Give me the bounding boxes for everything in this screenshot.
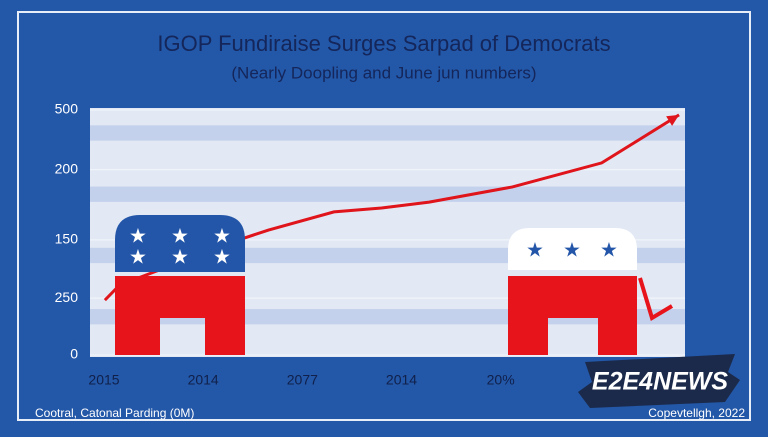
stars: ★ ★ ★ ★ ★ ★ <box>129 225 231 268</box>
elephant-body <box>115 276 245 355</box>
stripe <box>90 125 685 141</box>
elephant-body <box>508 276 637 355</box>
svg-text:★: ★ <box>171 225 189 247</box>
svg-text:★: ★ <box>213 225 231 247</box>
svg-text:★: ★ <box>129 225 147 247</box>
stars: ★ ★ ★ <box>526 239 618 261</box>
gop-elephant: ★ ★ ★ ★ ★ ★ <box>115 215 245 355</box>
chart-subtitle: (Nearly Doopling and June jun numbers) <box>231 63 536 82</box>
elephant-top <box>115 215 245 272</box>
x-tick-label: 20% <box>487 372 515 388</box>
watermark-text: E2E4NEWS <box>592 368 728 396</box>
dem-elephant: ★ ★ ★ <box>508 228 674 355</box>
y-tick-label: 0 <box>70 346 78 362</box>
svg-text:★: ★ <box>129 246 147 268</box>
y-tick-label: 200 <box>55 160 79 176</box>
svg-text:★: ★ <box>526 239 544 261</box>
svg-text:★: ★ <box>563 239 581 261</box>
x-tick-label: 2015 <box>88 372 119 388</box>
x-tick-label: 2014 <box>386 372 417 388</box>
watermark: E2E4NEWS <box>578 354 740 408</box>
x-tick-label: 2014 <box>188 372 219 388</box>
watermark-bg <box>578 354 740 408</box>
svg-text:★: ★ <box>171 246 189 268</box>
frame <box>17 11 751 421</box>
stripe <box>90 186 685 202</box>
footer-copyright: Copevtellgh, 2022 <box>648 406 745 420</box>
chart-title: IGOP Fundiraise Surges Sarpad of Democra… <box>157 31 610 56</box>
y-tick-label: 500 <box>55 101 79 117</box>
svg-text:★: ★ <box>600 239 618 261</box>
y-tick-label: 150 <box>55 231 79 247</box>
arrow-head <box>666 114 680 126</box>
hook <box>638 277 674 322</box>
elephant-top <box>508 228 637 270</box>
svg-text:★: ★ <box>213 246 231 268</box>
footer-source: Cootral, Catonal Parding (0M) <box>35 406 194 420</box>
x-tick-label: 2077 <box>287 372 318 388</box>
y-tick-label: 250 <box>55 289 79 305</box>
